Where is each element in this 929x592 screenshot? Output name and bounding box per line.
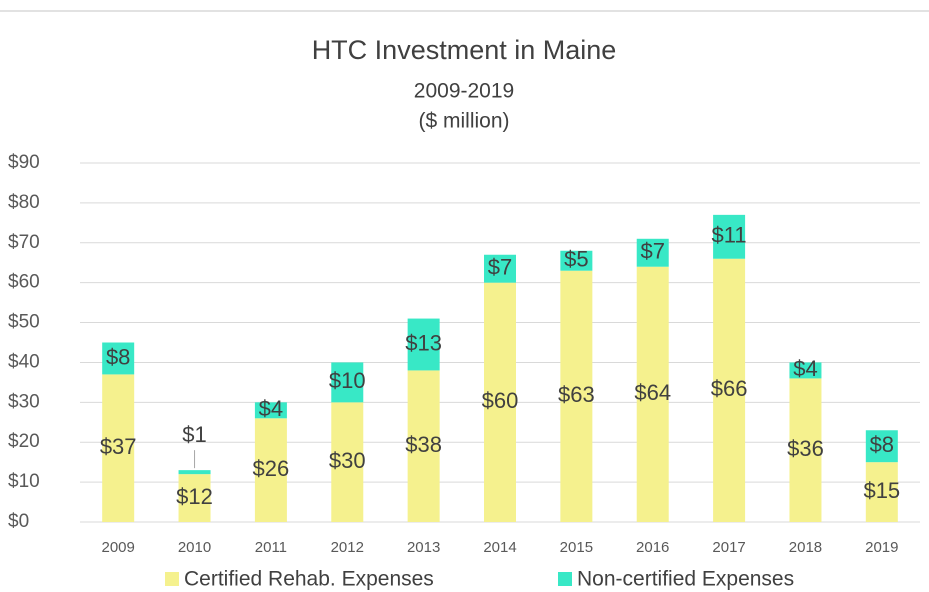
bar-segment (102, 374, 135, 522)
y-tick-label: $20 (8, 431, 40, 452)
value-label: $36 (787, 436, 824, 461)
bar-segment (178, 474, 211, 522)
bar-segment (636, 266, 669, 522)
x-tick-label: 2015 (560, 539, 593, 556)
x-tick-label: 2014 (483, 539, 516, 556)
bar-segment (560, 270, 593, 522)
bar-segment (102, 342, 135, 375)
value-label: $1 (182, 422, 206, 447)
value-label: $37 (100, 434, 137, 459)
value-label: $12 (176, 484, 213, 509)
x-tick-label: 2009 (101, 539, 134, 556)
value-label: $8 (870, 432, 894, 457)
bar-segment (484, 254, 516, 283)
value-label: $8 (106, 344, 130, 369)
y-tick-label: $0 (8, 511, 29, 532)
legend-label: Certified Rehab. Expenses (184, 568, 434, 591)
chart-title: HTC Investment in Maine (312, 35, 617, 65)
value-label: $4 (793, 356, 817, 381)
value-label: $13 (405, 330, 442, 355)
bar-segment (254, 402, 287, 419)
value-label: $7 (488, 255, 512, 280)
value-label: $60 (482, 388, 519, 413)
x-tick-label: 2019 (865, 539, 898, 556)
bar-segment (789, 378, 822, 522)
y-tick-label: $60 (8, 272, 40, 293)
bar-segment (407, 370, 440, 522)
y-tick-label: $80 (8, 192, 40, 213)
bar-segment (254, 418, 287, 522)
bar-segment (331, 402, 364, 522)
y-tick-label: $70 (8, 232, 40, 253)
value-label: $7 (640, 239, 664, 264)
value-label: $4 (259, 396, 283, 421)
y-tick-label: $50 (8, 312, 40, 333)
value-label: $63 (558, 382, 595, 407)
x-tick-label: 2018 (789, 539, 822, 556)
x-tick-label: 2011 (255, 539, 287, 556)
legend-swatch (165, 572, 179, 586)
x-tick-label: 2012 (331, 539, 364, 556)
bar-segment (484, 282, 516, 522)
value-label: $5 (564, 247, 588, 272)
bar-segment (865, 430, 898, 463)
chart-subtitle: 2009-2019 (414, 80, 514, 103)
bar-segment (636, 238, 669, 267)
value-label: $30 (329, 448, 366, 473)
x-tick-label: 2017 (712, 539, 745, 556)
x-tick-label: 2016 (636, 539, 669, 556)
y-tick-label: $30 (8, 391, 40, 412)
y-tick-label: $10 (8, 471, 40, 492)
bar-segment (560, 250, 593, 271)
y-tick-label: $40 (8, 351, 40, 372)
bar-segment (789, 362, 822, 379)
value-label: $10 (329, 368, 366, 393)
legend-swatch (558, 572, 572, 586)
legend-label: Non-certified Expenses (577, 568, 794, 591)
chart-subtitle: ($ million) (418, 110, 509, 133)
x-tick-label: 2013 (407, 539, 440, 556)
bar-segment (407, 318, 440, 371)
value-label: $38 (405, 432, 442, 457)
bar-segment (713, 258, 746, 522)
value-label: $11 (712, 223, 747, 248)
y-tick-label: $90 (8, 152, 40, 173)
x-tick-label: 2010 (178, 539, 211, 556)
bar-segment (331, 362, 364, 403)
bar-segment (713, 214, 746, 259)
value-label: $26 (253, 456, 290, 481)
value-label: $64 (634, 380, 671, 405)
bar-segment (178, 470, 211, 475)
bar-segment (865, 462, 898, 522)
value-label: $66 (711, 376, 748, 401)
value-label: $15 (863, 478, 900, 503)
